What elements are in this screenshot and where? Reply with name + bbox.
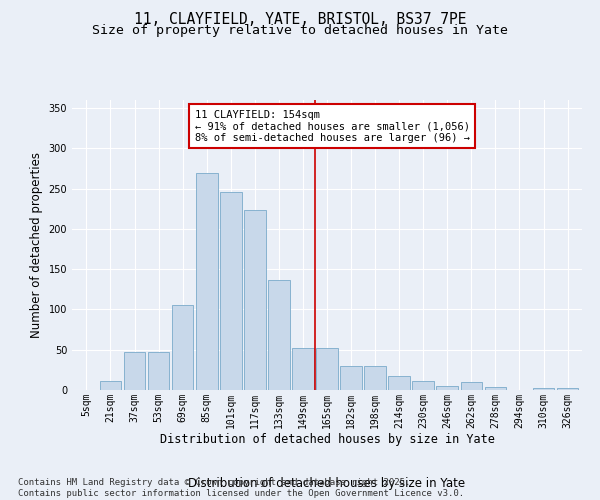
Bar — [485, 387, 506, 390]
Bar — [172, 306, 193, 390]
Bar — [388, 376, 410, 390]
Bar — [340, 366, 362, 390]
Bar — [220, 192, 242, 390]
Text: Size of property relative to detached houses in Yate: Size of property relative to detached ho… — [92, 24, 508, 37]
Bar — [557, 388, 578, 390]
Bar — [196, 172, 218, 390]
Bar — [412, 381, 434, 390]
Text: Distribution of detached houses by size in Yate: Distribution of detached houses by size … — [160, 432, 494, 446]
Text: Contains HM Land Registry data © Crown copyright and database right 2025.
Contai: Contains HM Land Registry data © Crown c… — [18, 478, 464, 498]
Bar — [364, 366, 386, 390]
Text: 11, CLAYFIELD, YATE, BRISTOL, BS37 7PE: 11, CLAYFIELD, YATE, BRISTOL, BS37 7PE — [134, 12, 466, 28]
Bar — [436, 386, 458, 390]
Bar — [292, 348, 314, 390]
Bar — [461, 382, 482, 390]
Text: 11 CLAYFIELD: 154sqm
← 91% of detached houses are smaller (1,056)
8% of semi-det: 11 CLAYFIELD: 154sqm ← 91% of detached h… — [194, 110, 470, 143]
Bar — [124, 352, 145, 390]
Bar — [148, 352, 169, 390]
Bar — [316, 348, 338, 390]
Bar — [533, 388, 554, 390]
Bar — [100, 381, 121, 390]
Bar — [244, 210, 266, 390]
X-axis label: Distribution of detached houses by size in Yate: Distribution of detached houses by size … — [188, 476, 466, 490]
Y-axis label: Number of detached properties: Number of detached properties — [30, 152, 43, 338]
Bar — [268, 280, 290, 390]
